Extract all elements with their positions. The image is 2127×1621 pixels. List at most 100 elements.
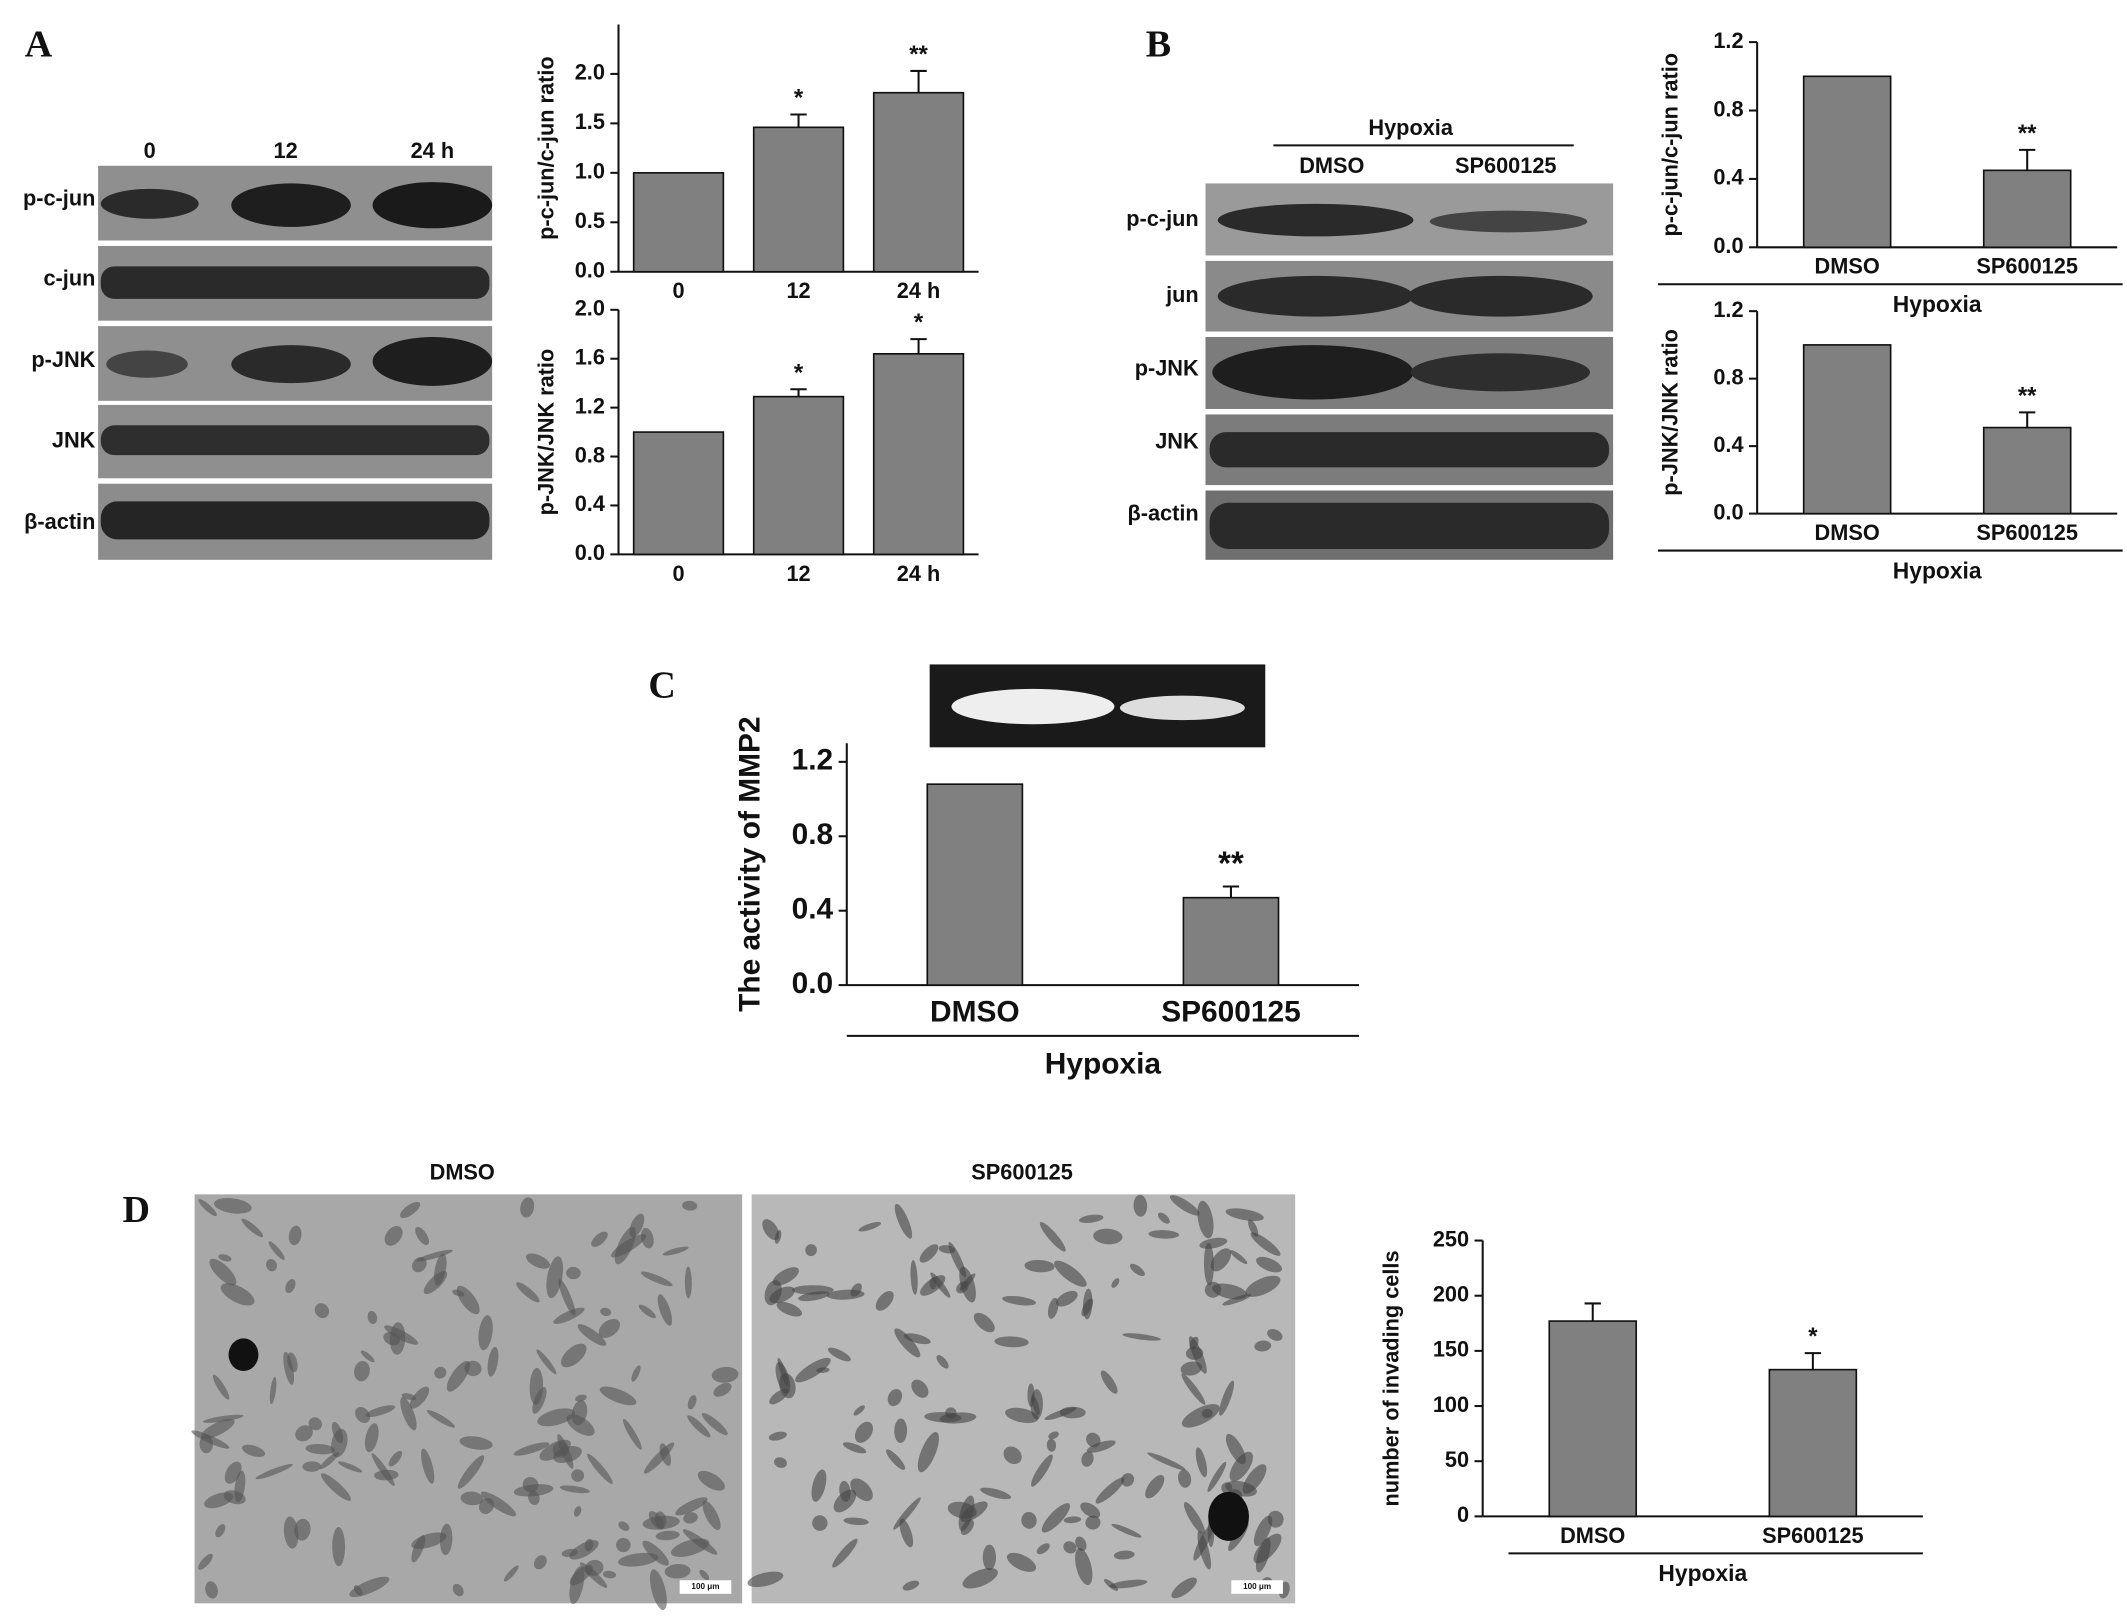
cell <box>426 1410 455 1428</box>
bar <box>1982 169 2072 249</box>
row-label: c-jun <box>43 266 95 291</box>
cell <box>1181 1373 1206 1405</box>
y-axis-label: The activity of MMP2 <box>734 716 767 1011</box>
x-tick-label: DMSO <box>1560 1523 1625 1548</box>
y-tick-label: 0.0 <box>792 967 834 1000</box>
bar-chart: 0.0 0.4 0.8 1.2 1.6 2.0 p-JNK/JNK ratio 0 * 12 * 24… <box>534 296 979 586</box>
cell <box>305 1444 335 1455</box>
cell <box>702 1500 721 1531</box>
band <box>100 188 199 219</box>
cell <box>642 1540 669 1566</box>
cell <box>1219 1380 1235 1416</box>
row-label: p-c-jun <box>1126 206 1198 231</box>
significance: * <box>794 85 804 112</box>
cell <box>1255 1537 1271 1573</box>
cell <box>960 1519 974 1536</box>
cell <box>910 1260 918 1295</box>
x-tick-label: DMSO <box>1815 520 1880 545</box>
cell <box>1197 1200 1214 1239</box>
cell <box>533 1555 547 1570</box>
bar-chart: 0.0 0.5 1.0 1.5 2.0 p-c-jun/c-jun ratio 0 * 12 **… <box>534 24 979 303</box>
x-tick-label: 12 <box>786 278 810 303</box>
cell <box>528 1490 540 1505</box>
cell <box>920 1275 946 1296</box>
cell <box>1157 1212 1170 1224</box>
cell <box>503 1565 519 1582</box>
cell <box>919 1244 939 1263</box>
cell <box>1081 1451 1094 1467</box>
cell <box>1221 1482 1233 1494</box>
y-tick-label: 0.0 <box>575 258 605 283</box>
cell <box>587 1453 613 1484</box>
band <box>372 336 493 386</box>
cell <box>936 1355 949 1369</box>
cell <box>1113 1550 1135 1560</box>
cell <box>664 1563 691 1579</box>
band <box>231 183 351 227</box>
cell <box>480 1491 517 1517</box>
cell <box>657 1294 673 1326</box>
cell <box>1080 1502 1101 1519</box>
cell <box>569 1540 599 1560</box>
cell <box>833 1489 857 1513</box>
cell <box>456 1285 480 1315</box>
significance: ** <box>2018 382 2037 409</box>
cell <box>697 1470 725 1491</box>
y-tick-label: 1.2 <box>575 393 605 418</box>
cell <box>198 1553 213 1570</box>
cell <box>832 1538 858 1568</box>
cell <box>911 1379 929 1398</box>
cell <box>479 1497 495 1515</box>
cell <box>618 1521 630 1531</box>
cell <box>768 1431 787 1441</box>
cell <box>899 1518 914 1548</box>
cell <box>980 1487 1012 1500</box>
cell <box>1041 1503 1071 1533</box>
band <box>231 345 351 384</box>
cell <box>513 1442 550 1456</box>
cell <box>649 1569 667 1611</box>
cell <box>682 1200 698 1211</box>
cell <box>1245 1275 1281 1297</box>
cell <box>1203 1242 1214 1286</box>
cell <box>1183 1502 1205 1535</box>
bar-chart: 0 50 100 150 200 250 number of invading cells D… <box>1379 1226 1923 1586</box>
cell <box>640 1227 654 1249</box>
x-tick-label: 24 h <box>897 278 941 303</box>
band <box>1217 275 1414 317</box>
cell-texture <box>191 1194 1290 1611</box>
cell <box>218 1254 232 1262</box>
cell <box>1242 1464 1267 1494</box>
cell <box>1147 1452 1186 1471</box>
cell <box>1005 1407 1039 1423</box>
cell <box>283 1516 299 1549</box>
bar-chart: 0.0 0.4 0.8 1.2 The activity of MMP2 DMSO ** SP… <box>734 716 1360 1081</box>
blot-a: 0 12 24 h p-c-jun c-jun p-JNK JNK β-acti… <box>23 138 493 560</box>
cell <box>1195 1447 1208 1478</box>
cell <box>811 1469 827 1502</box>
cell <box>762 1219 780 1241</box>
cell <box>1002 1295 1037 1306</box>
cell <box>212 1374 230 1400</box>
row-label: p-c-jun <box>23 185 95 210</box>
band <box>1212 345 1414 400</box>
bar <box>1802 344 1892 515</box>
cell <box>559 1485 590 1494</box>
band <box>1217 203 1414 237</box>
cell <box>711 1366 739 1383</box>
cell <box>1046 1438 1057 1452</box>
bar <box>1802 75 1892 249</box>
cell <box>598 1319 621 1338</box>
cell <box>1193 1523 1214 1561</box>
cell <box>411 1532 447 1549</box>
x-tick-label: SP600125 <box>1762 1523 1864 1548</box>
cell <box>1129 1263 1145 1277</box>
cell <box>566 1414 595 1436</box>
row-label: β-actin <box>24 509 95 534</box>
cell <box>434 1366 447 1379</box>
cell <box>314 1303 330 1319</box>
cell <box>1148 1230 1180 1239</box>
bar <box>632 172 725 273</box>
cell <box>354 1360 370 1382</box>
cell <box>853 1405 865 1416</box>
